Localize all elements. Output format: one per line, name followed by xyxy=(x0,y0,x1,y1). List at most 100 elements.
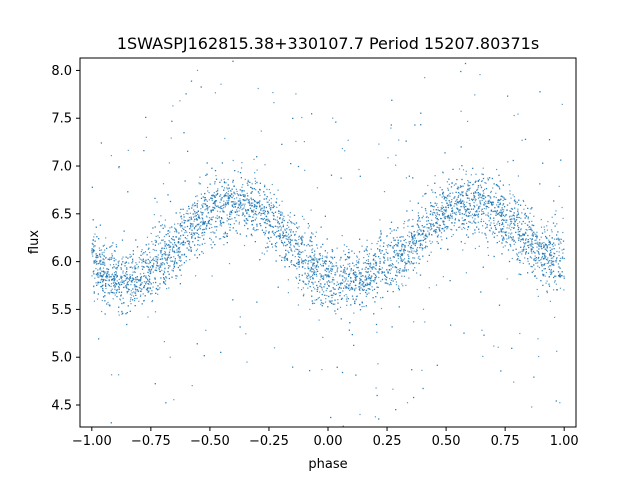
data-point xyxy=(234,193,236,195)
data-point xyxy=(436,222,438,224)
data-point xyxy=(487,215,490,217)
data-point xyxy=(562,231,564,234)
data-point xyxy=(242,212,244,214)
data-point xyxy=(261,204,263,206)
data-point xyxy=(512,194,514,196)
data-point xyxy=(126,267,128,269)
data-point xyxy=(124,275,126,277)
data-point xyxy=(200,208,202,210)
data-point xyxy=(236,192,238,195)
data-point xyxy=(189,212,191,214)
data-point xyxy=(344,259,347,261)
data-point xyxy=(490,210,492,212)
data-point xyxy=(288,266,290,268)
data-point xyxy=(551,254,553,256)
data-point xyxy=(164,272,166,274)
data-point xyxy=(337,267,339,269)
data-point xyxy=(355,374,357,376)
data-point xyxy=(107,268,109,270)
data-point xyxy=(173,251,175,253)
data-point xyxy=(100,259,102,261)
data-point xyxy=(476,214,478,216)
data-point xyxy=(546,262,548,265)
data-point xyxy=(312,268,314,270)
data-point xyxy=(231,218,233,220)
data-point xyxy=(424,321,426,323)
data-point xyxy=(140,284,142,286)
data-point xyxy=(417,229,419,231)
data-point xyxy=(498,214,501,216)
data-point xyxy=(95,259,97,261)
data-point xyxy=(396,245,398,247)
data-point xyxy=(194,202,196,204)
data-point xyxy=(491,201,493,203)
data-point xyxy=(165,259,167,261)
data-point xyxy=(251,205,253,207)
data-point xyxy=(316,299,318,301)
data-point xyxy=(176,263,178,265)
data-point xyxy=(246,219,248,221)
data-point xyxy=(361,302,363,304)
data-point xyxy=(125,272,127,274)
data-point xyxy=(309,278,311,280)
data-point xyxy=(475,199,477,201)
data-point xyxy=(432,223,434,225)
data-point xyxy=(550,268,552,271)
data-point xyxy=(425,245,427,247)
data-point xyxy=(400,248,403,250)
data-point xyxy=(113,277,115,279)
data-point xyxy=(412,269,414,271)
data-point xyxy=(501,224,503,226)
data-point xyxy=(366,250,368,252)
data-point xyxy=(179,223,182,225)
data-point xyxy=(248,214,250,216)
data-point xyxy=(468,202,470,205)
data-point xyxy=(301,116,303,119)
data-point xyxy=(316,288,318,291)
data-point xyxy=(339,274,341,276)
data-point xyxy=(413,396,415,399)
data-point xyxy=(110,289,112,292)
data-point xyxy=(168,253,170,255)
data-point xyxy=(282,219,284,221)
data-point xyxy=(312,276,314,278)
data-point xyxy=(183,219,185,221)
data-point xyxy=(537,241,539,243)
data-point xyxy=(335,262,337,264)
data-point xyxy=(517,210,519,212)
data-point xyxy=(101,299,103,302)
data-point xyxy=(405,270,407,272)
data-point xyxy=(282,234,284,236)
data-point xyxy=(451,222,453,224)
data-point xyxy=(363,257,365,259)
data-point xyxy=(100,256,102,258)
data-point xyxy=(506,227,508,229)
data-point xyxy=(408,219,410,221)
data-point xyxy=(309,370,311,372)
data-point xyxy=(397,268,399,271)
data-point xyxy=(244,199,246,201)
data-point xyxy=(185,93,187,95)
data-point xyxy=(229,195,232,198)
data-point xyxy=(236,209,238,211)
data-point xyxy=(137,289,139,291)
data-point xyxy=(422,226,424,228)
data-point xyxy=(198,233,200,236)
data-point xyxy=(210,210,212,212)
data-point xyxy=(487,195,489,197)
data-point xyxy=(387,272,389,274)
data-point xyxy=(437,236,439,238)
data-point xyxy=(307,223,309,225)
data-point xyxy=(214,200,216,202)
data-point xyxy=(118,167,120,169)
data-point xyxy=(370,248,372,250)
data-point xyxy=(419,243,422,245)
data-point xyxy=(248,202,250,204)
data-point xyxy=(294,256,296,258)
data-point xyxy=(202,196,204,198)
data-point xyxy=(120,275,122,277)
data-point xyxy=(204,198,206,200)
data-point xyxy=(92,243,94,245)
data-point xyxy=(260,218,262,220)
data-point xyxy=(326,252,329,254)
